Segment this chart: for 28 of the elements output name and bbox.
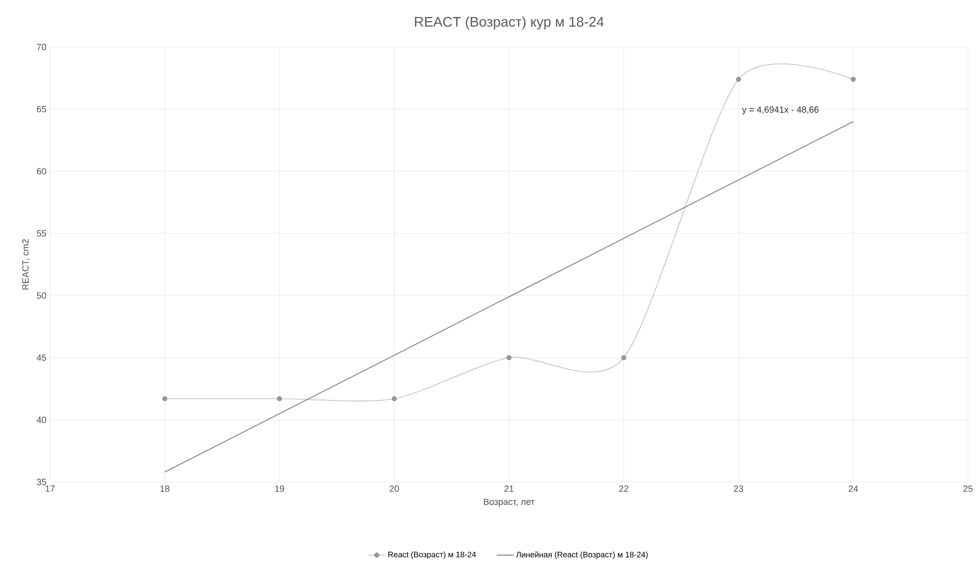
x-axis-title: Возраст, лет	[484, 498, 535, 507]
y-tick-label: 35	[36, 478, 46, 486]
y-tick-label: 70	[36, 44, 46, 50]
x-tick-label: 20	[390, 486, 399, 492]
x-tick-label: 17	[46, 486, 55, 492]
point	[162, 396, 168, 402]
x-tick-label: 22	[619, 486, 628, 492]
x-tick-label: 24	[848, 486, 858, 492]
chart-title: REACT (Возраст) кур м 18-24	[414, 16, 604, 30]
annotation: y = 4,6941x - 48,66	[742, 106, 819, 115]
x-tick-label: 21	[504, 486, 514, 492]
x-tick-label: 25	[963, 486, 973, 492]
point	[621, 355, 626, 360]
y-tick-label: 55	[36, 230, 46, 237]
x-tick-label: 18	[160, 486, 170, 492]
y-tick-label: 50	[36, 292, 46, 299]
y-axis-title: REACT, cm2	[22, 239, 30, 290]
point	[392, 396, 397, 402]
y-tick-label: 60	[36, 168, 46, 175]
point	[736, 76, 741, 82]
point	[850, 76, 856, 82]
y-tick-label: 65	[36, 106, 46, 112]
point	[506, 355, 512, 360]
point	[277, 396, 282, 402]
x-tick-label: 19	[275, 486, 284, 492]
y-tick-label: 45	[36, 354, 46, 361]
x-tick-label: 23	[734, 486, 744, 492]
y-tick-label: 40	[36, 416, 46, 424]
